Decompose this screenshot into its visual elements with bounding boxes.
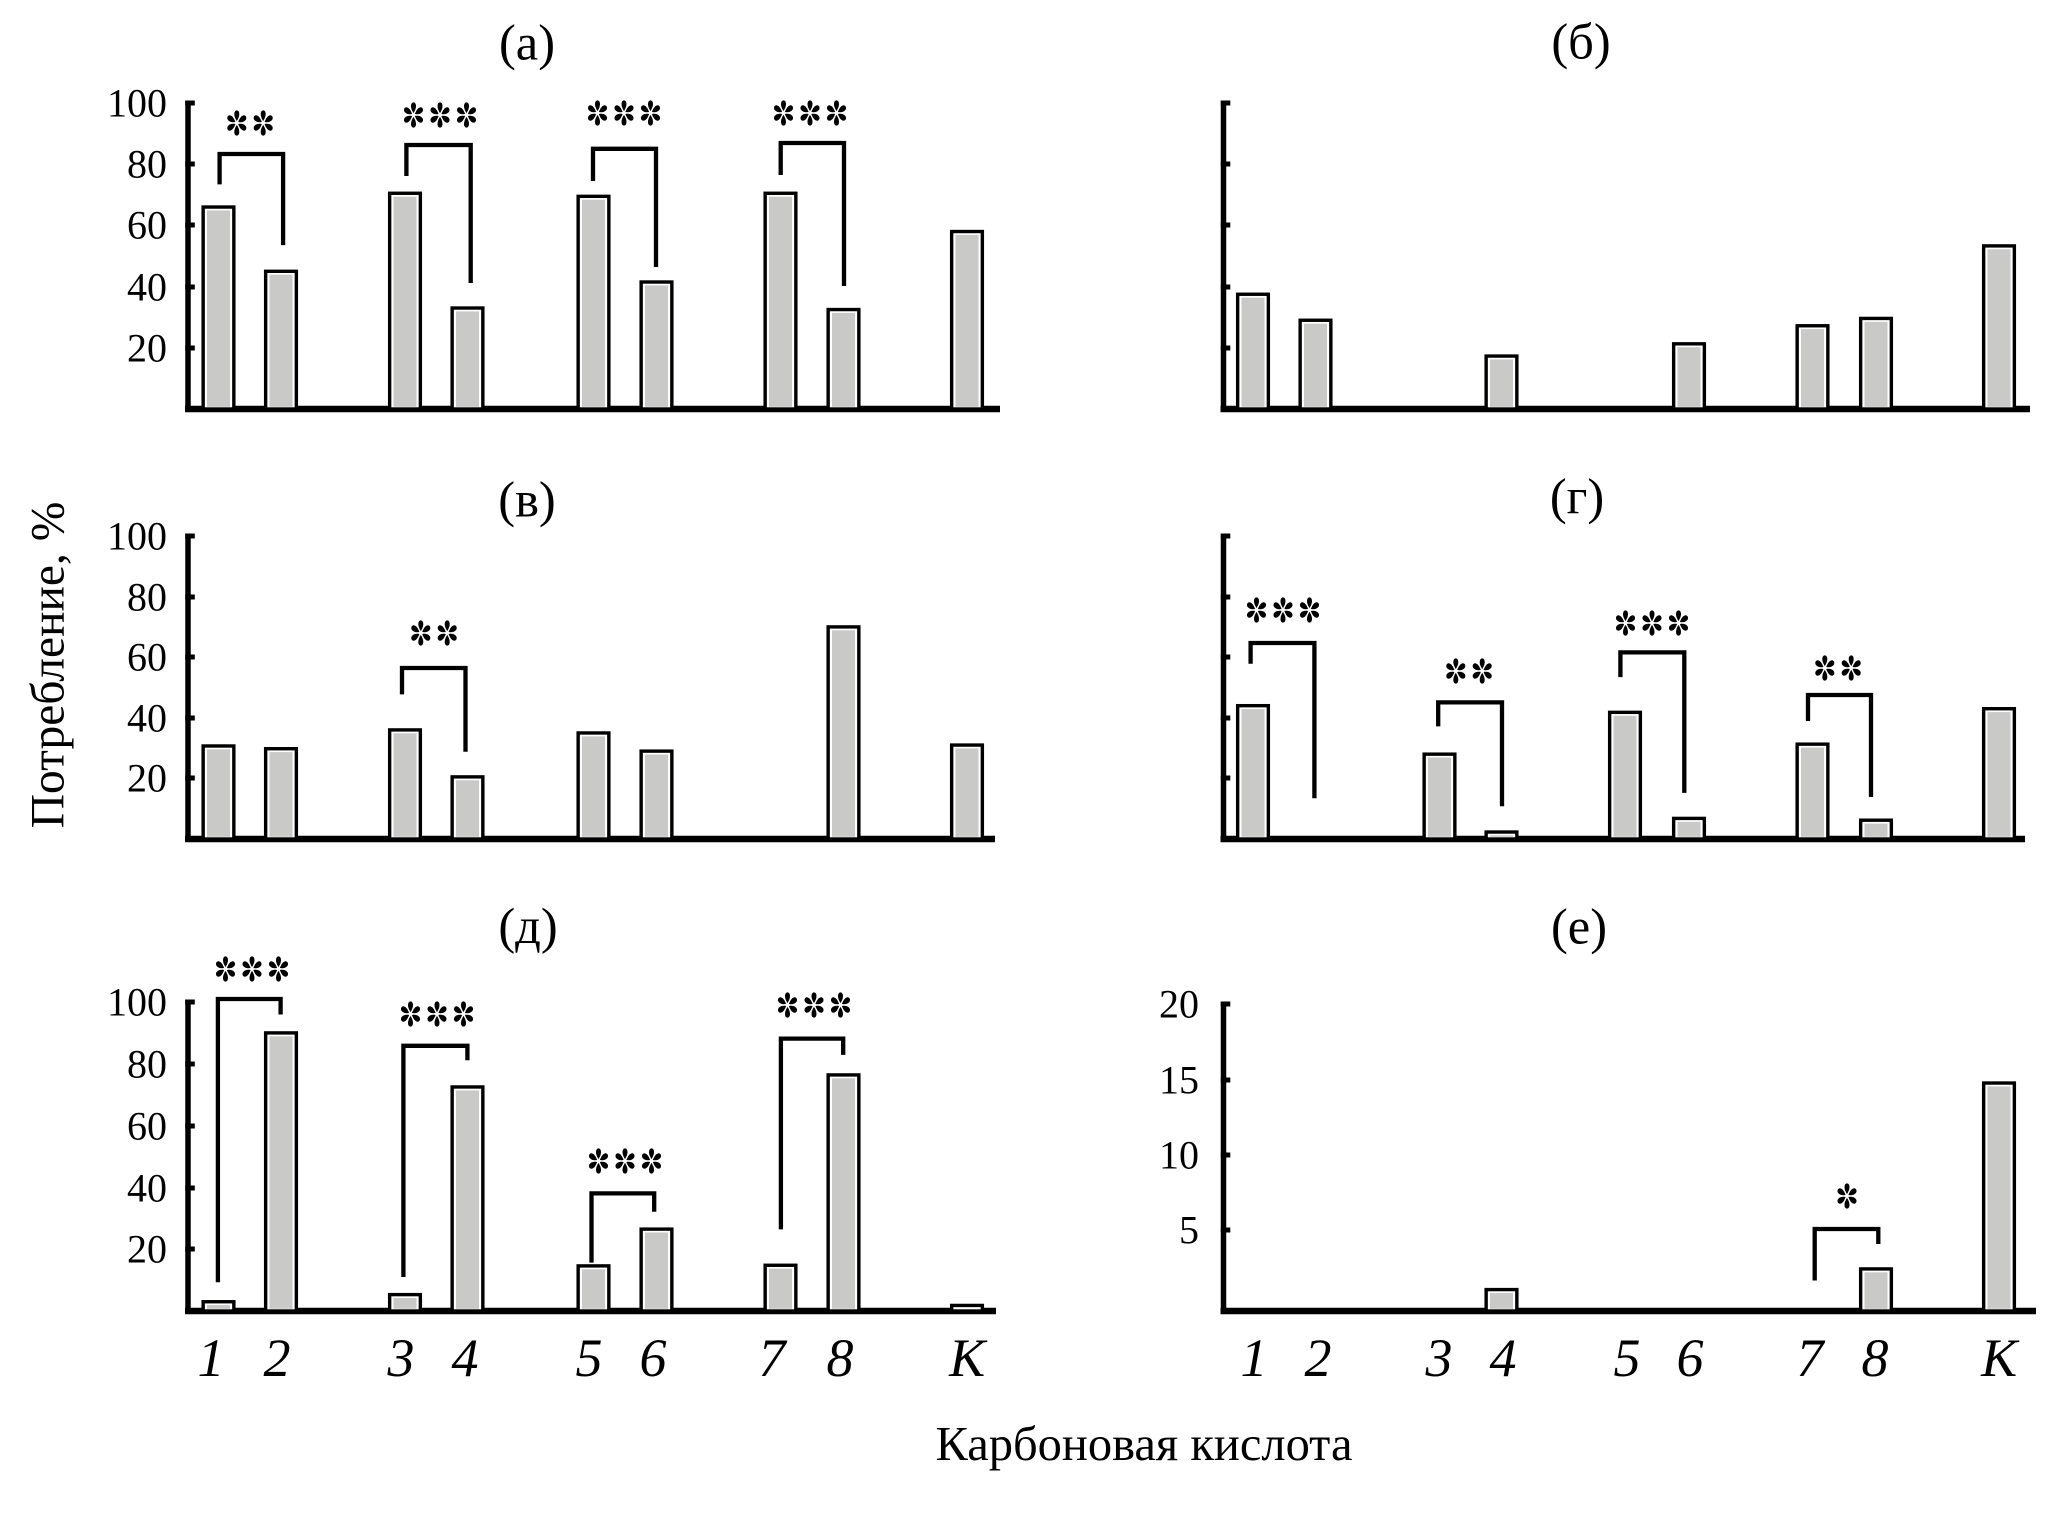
svg-text:4: 4 xyxy=(1490,1328,1517,1388)
svg-text:К: К xyxy=(1980,1328,2020,1388)
svg-text:40: 40 xyxy=(127,265,167,310)
svg-text:4: 4 xyxy=(452,1328,479,1388)
svg-text:60: 60 xyxy=(127,203,167,248)
svg-text:(е): (е) xyxy=(1551,899,1607,955)
svg-text:5: 5 xyxy=(1614,1328,1641,1388)
svg-text:5: 5 xyxy=(576,1328,603,1388)
svg-text:1: 1 xyxy=(198,1328,225,1388)
svg-text:80: 80 xyxy=(127,1042,167,1087)
svg-text:8: 8 xyxy=(1862,1328,1889,1388)
svg-text:100: 100 xyxy=(107,514,167,559)
svg-text:Потребление, %: Потребление, % xyxy=(23,502,75,829)
svg-text:3: 3 xyxy=(387,1328,415,1388)
svg-text:40: 40 xyxy=(127,1166,167,1211)
svg-text:6: 6 xyxy=(1677,1328,1704,1388)
svg-text:8: 8 xyxy=(827,1328,854,1388)
svg-text:(в): (в) xyxy=(498,472,555,528)
svg-text:1: 1 xyxy=(1241,1328,1268,1388)
svg-text:5: 5 xyxy=(1179,1208,1199,1253)
svg-text:20: 20 xyxy=(127,326,167,371)
svg-text:2: 2 xyxy=(264,1328,291,1388)
svg-text:10: 10 xyxy=(1159,1133,1199,1178)
svg-text:6: 6 xyxy=(640,1328,667,1388)
svg-text:2: 2 xyxy=(1305,1328,1332,1388)
svg-text:7: 7 xyxy=(759,1328,788,1388)
svg-text:100: 100 xyxy=(107,980,167,1025)
svg-text:Карбоновая кислота: Карбоновая кислота xyxy=(935,1418,1352,1471)
svg-text:40: 40 xyxy=(127,696,167,741)
svg-text:20: 20 xyxy=(1159,982,1199,1027)
svg-text:К: К xyxy=(948,1328,988,1388)
svg-text:80: 80 xyxy=(127,575,167,620)
svg-text:15: 15 xyxy=(1159,1058,1199,1103)
svg-text:60: 60 xyxy=(127,635,167,680)
svg-text:(а): (а) xyxy=(499,15,555,71)
svg-text:(г): (г) xyxy=(1550,469,1604,525)
svg-text:(д): (д) xyxy=(498,898,557,954)
svg-text:7: 7 xyxy=(1797,1328,1826,1388)
svg-text:100: 100 xyxy=(107,81,167,126)
svg-text:80: 80 xyxy=(127,142,167,187)
svg-text:20: 20 xyxy=(127,756,167,801)
svg-text:60: 60 xyxy=(127,1104,167,1149)
svg-text:3: 3 xyxy=(1425,1328,1453,1388)
svg-text:20: 20 xyxy=(127,1227,167,1272)
svg-text:(б): (б) xyxy=(1551,14,1610,70)
